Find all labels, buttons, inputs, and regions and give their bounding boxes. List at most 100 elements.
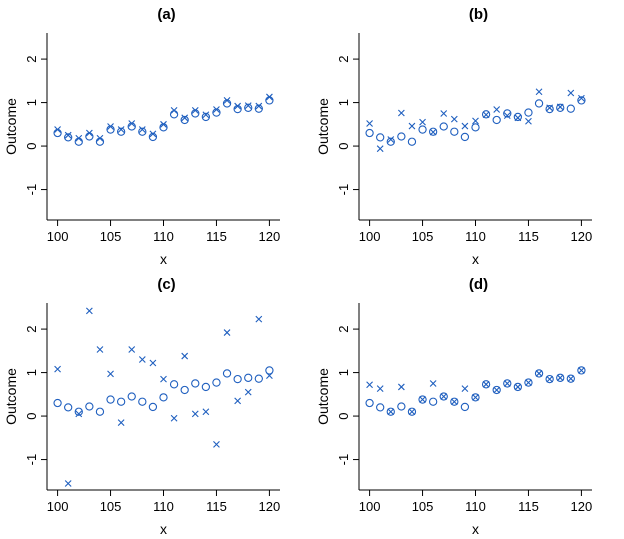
data-point-cross	[213, 440, 220, 448]
data-point-circle	[407, 407, 417, 416]
x-tick-label: 120	[259, 499, 281, 514]
data-point-cross	[503, 380, 511, 387]
data-point-cross	[567, 89, 575, 97]
data-point-cross	[170, 414, 178, 422]
data-point-circle	[116, 127, 126, 136]
data-point-circle	[53, 128, 62, 138]
data-point-circle	[397, 402, 406, 411]
data-point-circle	[116, 397, 126, 406]
data-point-circle	[106, 395, 115, 404]
data-point-cross	[191, 410, 199, 418]
data-point-cross	[85, 129, 93, 137]
data-point-circle	[460, 132, 470, 142]
data-point-cross	[503, 112, 511, 120]
data-point-circle	[254, 374, 263, 383]
data-point-circle	[556, 103, 565, 112]
data-point-circle	[148, 402, 158, 412]
data-point-circle	[159, 393, 168, 402]
data-point-circle	[376, 133, 385, 142]
data-point-cross	[266, 93, 273, 101]
panel-title: (d)	[469, 276, 488, 293]
x-tick-label: 115	[206, 229, 227, 244]
data-point-circle	[244, 103, 253, 112]
x-axis-label: x	[472, 521, 479, 537]
data-point-cross	[138, 356, 146, 363]
data-point-cross	[376, 145, 384, 153]
x-tick-label: 120	[259, 229, 281, 244]
data-point-cross	[128, 120, 136, 127]
y-axis-label: Outcome	[315, 98, 331, 155]
data-point-cross	[128, 346, 136, 353]
data-point-cross	[223, 329, 231, 336]
data-point-circle	[577, 96, 586, 105]
data-point-cross	[181, 352, 189, 360]
x-tick-label: 105	[412, 229, 434, 244]
y-tick-label: 2	[24, 325, 39, 332]
y-tick-label: 1	[336, 369, 351, 376]
x-tick-label: 115	[518, 229, 539, 244]
data-point-cross	[64, 131, 72, 139]
data-point-cross	[107, 370, 114, 378]
data-point-cross	[450, 398, 458, 406]
data-point-circle	[566, 374, 575, 383]
x-tick-label: 105	[100, 229, 122, 244]
data-point-circle	[95, 137, 105, 146]
data-point-cross	[493, 106, 501, 113]
data-point-cross	[387, 136, 395, 143]
x-tick-label: 110	[465, 229, 486, 244]
y-tick-label: -1	[336, 454, 351, 466]
data-point-cross	[546, 375, 554, 383]
data-point-cross	[149, 130, 157, 138]
y-axis-label: Outcome	[3, 98, 19, 155]
data-point-circle	[556, 373, 565, 382]
data-point-circle	[450, 397, 459, 406]
data-point-circle	[169, 380, 179, 389]
data-point-circle	[212, 378, 221, 387]
data-point-cross	[376, 385, 384, 393]
data-point-circle	[138, 127, 147, 136]
data-point-cross	[266, 372, 273, 380]
data-point-cross	[138, 126, 146, 133]
y-tick-label: 2	[336, 55, 351, 62]
data-point-cross	[366, 381, 373, 389]
x-tick-label: 120	[571, 229, 593, 244]
data-point-circle	[74, 407, 83, 416]
data-point-cross	[202, 408, 210, 416]
data-point-cross	[244, 388, 252, 396]
data-point-cross	[202, 111, 210, 119]
x-tick-label: 100	[47, 229, 69, 244]
data-point-circle	[481, 110, 491, 119]
data-point-circle	[244, 373, 253, 382]
data-point-circle	[397, 132, 406, 141]
data-point-circle	[450, 127, 459, 136]
data-point-cross	[525, 117, 532, 125]
data-point-cross	[472, 393, 479, 401]
x-tick-label: 105	[412, 499, 434, 514]
data-point-cross	[429, 380, 437, 387]
data-point-circle	[545, 374, 554, 384]
data-point-circle	[503, 109, 512, 118]
data-point-circle	[265, 96, 274, 105]
data-point-circle	[513, 382, 523, 392]
y-tick-label: 0	[336, 412, 351, 419]
y-tick-label: -1	[24, 184, 39, 196]
data-point-circle	[545, 104, 554, 114]
data-point-circle	[201, 382, 211, 392]
data-point-circle	[577, 366, 586, 375]
data-point-circle	[439, 122, 448, 131]
data-point-cross	[514, 114, 522, 122]
y-tick-label: -1	[336, 184, 351, 196]
data-point-cross	[107, 123, 114, 130]
data-point-circle	[418, 395, 427, 404]
x-tick-label: 110	[153, 229, 174, 244]
x-tick-label: 120	[571, 499, 593, 514]
x-tick-label: 100	[359, 229, 381, 244]
data-point-circle	[365, 398, 374, 408]
data-point-circle	[85, 132, 94, 141]
data-point-circle	[513, 112, 523, 122]
data-point-cross	[255, 315, 263, 323]
data-point-circle	[74, 137, 83, 146]
data-point-cross	[181, 114, 189, 122]
data-point-circle	[95, 407, 105, 416]
data-point-cross	[525, 379, 532, 386]
